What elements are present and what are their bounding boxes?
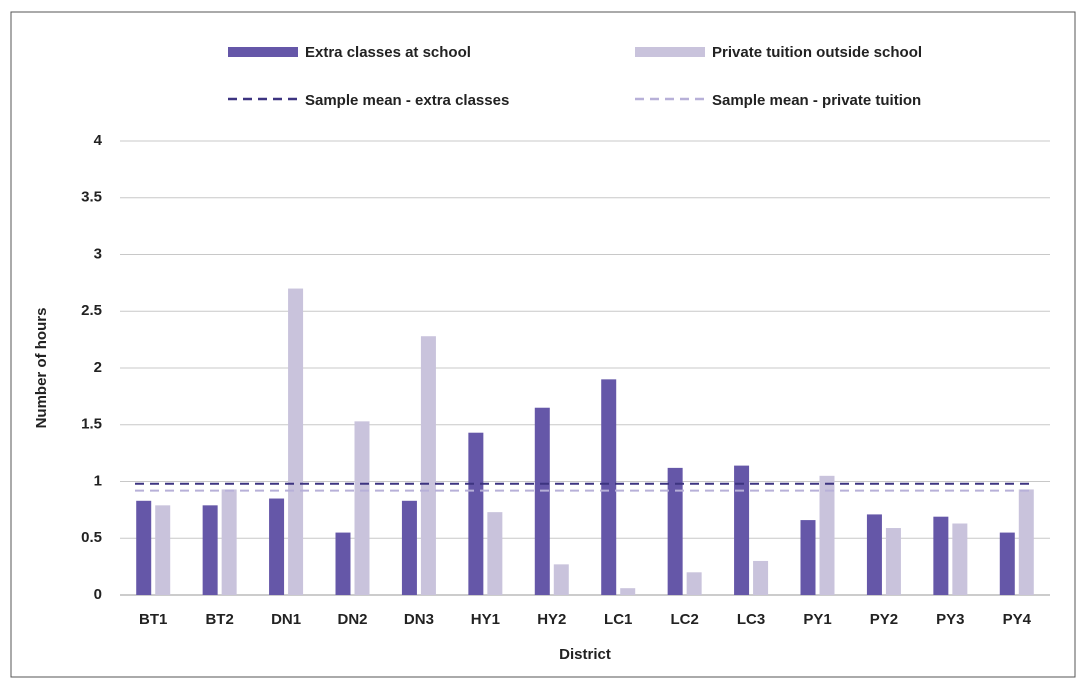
x-tick-label: HY2	[537, 611, 566, 628]
y-tick-label: 0	[94, 586, 102, 603]
bar	[800, 520, 816, 595]
y-tick-label: 2.5	[81, 302, 102, 319]
x-tick-label: BT1	[139, 611, 167, 628]
bar	[202, 505, 218, 595]
bar	[885, 528, 901, 595]
bar	[534, 407, 550, 595]
bar	[136, 500, 152, 595]
bar	[933, 516, 949, 595]
bar	[667, 467, 683, 595]
bar	[866, 514, 882, 595]
bar	[335, 532, 351, 595]
x-tick-label: LC1	[604, 611, 632, 628]
x-tick-label: HY1	[471, 611, 500, 628]
bar	[221, 489, 237, 595]
bar	[753, 560, 769, 595]
legend-label: Sample mean - private tuition	[712, 92, 921, 109]
x-tick-label: DN1	[271, 611, 301, 628]
bar	[354, 421, 370, 595]
x-tick-label: DN3	[404, 611, 434, 628]
legend-swatch	[635, 47, 705, 57]
x-tick-label: PY3	[936, 611, 964, 628]
bar	[1018, 489, 1034, 595]
legend-swatch	[228, 47, 298, 57]
bar	[952, 523, 968, 595]
x-tick-label: PY2	[870, 611, 898, 628]
bar	[734, 465, 750, 595]
x-tick-label: LC3	[737, 611, 765, 628]
bar	[553, 564, 569, 595]
bar	[686, 572, 702, 595]
bar	[487, 512, 503, 595]
y-tick-label: 1	[94, 472, 102, 489]
bar	[819, 475, 835, 595]
legend-label: Private tuition outside school	[712, 44, 922, 61]
bar	[269, 498, 285, 595]
legend-label: Sample mean - extra classes	[305, 92, 509, 109]
x-tick-label: LC2	[670, 611, 698, 628]
bar	[468, 432, 484, 595]
bar	[601, 379, 617, 595]
y-tick-label: 2	[94, 359, 102, 376]
bar	[620, 588, 636, 595]
x-tick-label: PY4	[1003, 611, 1032, 628]
x-tick-label: BT2	[205, 611, 233, 628]
bar	[999, 532, 1015, 595]
x-axis-label: District	[559, 646, 611, 663]
x-tick-label: PY1	[803, 611, 831, 628]
bar	[420, 336, 436, 595]
bar	[288, 288, 304, 595]
y-axis-label: Number of hours	[33, 308, 50, 429]
y-tick-label: 0.5	[81, 529, 102, 546]
y-tick-label: 3.5	[81, 189, 102, 206]
bar	[401, 500, 417, 595]
bar	[155, 505, 171, 595]
y-tick-label: 1.5	[81, 416, 102, 433]
legend-label: Extra classes at school	[305, 44, 471, 61]
x-tick-label: DN2	[337, 611, 367, 628]
y-tick-label: 4	[94, 132, 103, 149]
y-tick-label: 3	[94, 245, 102, 262]
